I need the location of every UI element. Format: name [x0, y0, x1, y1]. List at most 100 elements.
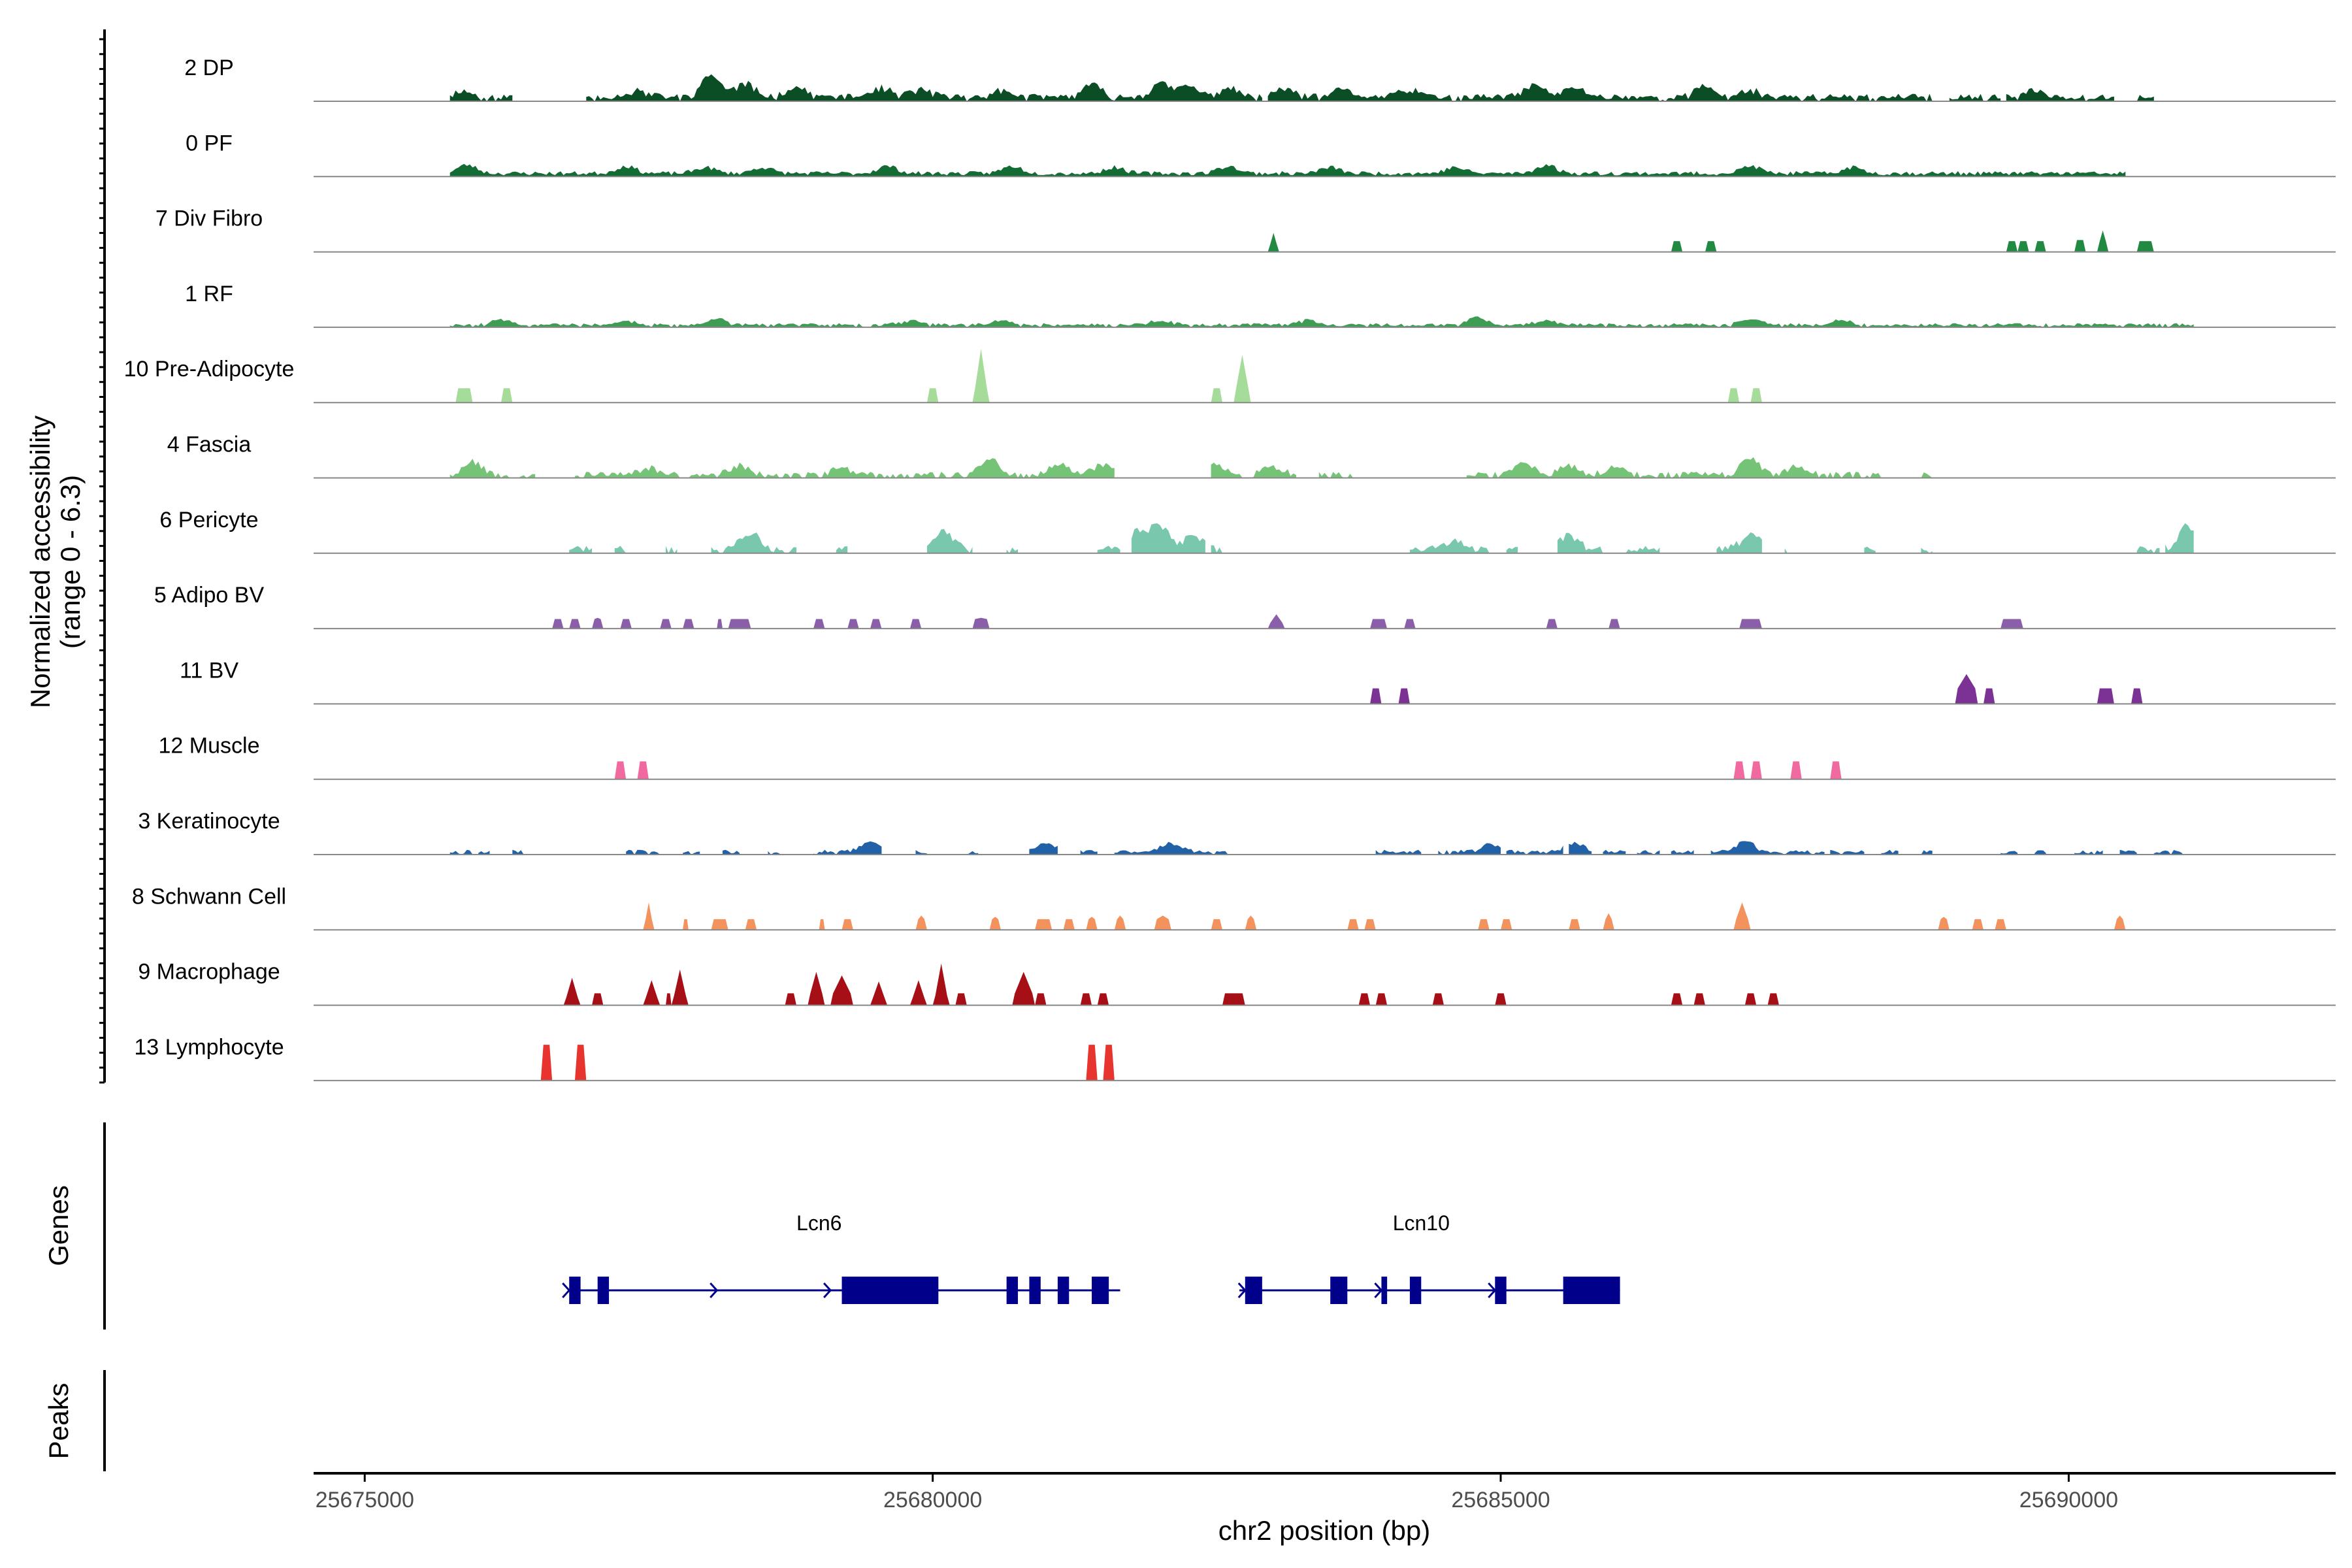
- coverage-area: [449, 316, 2194, 327]
- coverage-area: [449, 163, 2126, 177]
- y-axis-label-line2: (range 0 - 6.3): [55, 475, 86, 649]
- coverage-area: [449, 459, 536, 478]
- track-label-9-macrophage: 9 Macrophage: [138, 960, 280, 985]
- coverage-area: [1267, 83, 1933, 101]
- coverage-peak: [683, 919, 689, 930]
- coverage-peak: [1603, 913, 1614, 930]
- track-label-3-keratinocyte: 3 Keratinocyte: [138, 809, 280, 834]
- coverage-peak: [909, 980, 927, 1005]
- coverage-peak: [1750, 388, 1762, 403]
- coverage-peak: [1035, 919, 1053, 930]
- coverage-peak: [870, 619, 882, 629]
- coverage-peak: [1750, 761, 1762, 779]
- coverage-area: [1784, 548, 1791, 553]
- coverage-peak: [813, 619, 825, 629]
- coverage-peak: [1035, 993, 1047, 1005]
- coverage-peak: [1995, 919, 2006, 930]
- coverage-area: [478, 851, 490, 855]
- coverage-peak: [1569, 919, 1580, 930]
- coverage-peak: [2114, 915, 2126, 930]
- strand-arrow: [562, 1282, 571, 1299]
- coverage-area: [512, 849, 524, 855]
- coverage-area: [569, 546, 592, 553]
- coverage-peak: [500, 388, 513, 403]
- x-tick-label: 25690000: [2019, 1488, 2118, 1512]
- coverage-area: [1716, 532, 1762, 553]
- coverage-area: [683, 851, 700, 855]
- coverage-area: [449, 89, 513, 101]
- coverage-area: [1006, 547, 1018, 553]
- strand-arrow: [1488, 1282, 1497, 1299]
- coverage-peak: [574, 1045, 587, 1081]
- coverage-area: [666, 546, 678, 553]
- x-axis-ticks: 25675000 25680000 25685000 25690000: [316, 1473, 2118, 1512]
- coverage-peak: [2074, 240, 2086, 252]
- coverage-peak: [1609, 619, 1620, 629]
- coverage-area: [1569, 841, 1592, 855]
- coverage-tracks: 2 DP 0 PF 7 Div Fibro 1 RF 10 Pre-Adipocyte 4…: [124, 56, 2336, 1081]
- gene-exon: [1006, 1277, 1019, 1304]
- coverage-peak: [926, 388, 939, 403]
- coverage-area: [449, 849, 473, 855]
- coverage-area: [1375, 849, 1422, 855]
- gene-exon: [1381, 1277, 1388, 1304]
- track-7-div-fibro: 7 Div Fibro: [155, 206, 2336, 253]
- coverage-area: [1097, 546, 1120, 553]
- x-tick-label: 25685000: [1451, 1488, 1550, 1512]
- coverage-area: [2136, 546, 2160, 553]
- gene-exon: [569, 1277, 581, 1304]
- coverage-area: [586, 74, 1262, 101]
- coverage-peak: [1080, 993, 1092, 1005]
- track-0-pf: 0 PF: [186, 131, 2336, 178]
- coverage-peak: [1012, 972, 1036, 1005]
- coverage-peak: [1938, 917, 1950, 930]
- coverage-peak: [1358, 993, 1371, 1005]
- coverage-area: [2136, 95, 2154, 101]
- track-4-fascia: 4 Fascia: [167, 433, 2336, 479]
- coverage-peak: [1733, 902, 1751, 930]
- coverage-peak: [1478, 919, 1490, 930]
- coverage-area: [1211, 463, 1296, 478]
- coverage-peak: [660, 619, 672, 629]
- coverage-peak: [1972, 919, 1984, 930]
- coverage-peak: [2001, 619, 2023, 629]
- track-label-12-muscle: 12 Muscle: [159, 734, 260, 759]
- coverage-peak: [1233, 355, 1251, 403]
- track-label-1-rf: 1 RF: [185, 282, 233, 306]
- gene-exon: [597, 1277, 610, 1304]
- coverage-area: [614, 546, 627, 553]
- coverage-peak: [2131, 688, 2143, 704]
- coverage-peak: [2034, 241, 2046, 252]
- coverage-peak: [1370, 619, 1388, 629]
- coverage-peak: [1211, 919, 1223, 930]
- coverage-peak: [711, 919, 728, 930]
- coverage-area: [1603, 849, 1626, 855]
- coverage-area: [2074, 850, 2103, 855]
- coverage-peak: [909, 619, 922, 629]
- gene-exon: [1245, 1277, 1262, 1304]
- coverage-area: [1557, 532, 1603, 553]
- gene-exon: [1092, 1277, 1109, 1304]
- coverage-peak: [972, 349, 990, 403]
- coverage-area: [2153, 850, 2183, 855]
- coverage-area: [1949, 93, 2001, 101]
- coverage-area: [1438, 843, 1501, 855]
- track-13-lymphocyte: 13 Lymphocyte: [134, 1035, 2336, 1081]
- coverage-area: [1114, 841, 1228, 855]
- coverage-peak: [1733, 761, 1745, 779]
- coverage-area: [2006, 88, 2114, 101]
- track-label-7-div-fibro: 7 Div Fibro: [155, 206, 263, 231]
- coverage-peak: [671, 969, 689, 1005]
- strand-arrow: [823, 1282, 832, 1299]
- coverage-peak: [870, 981, 888, 1005]
- coverage-area: [768, 851, 779, 855]
- coverage-area: [1506, 547, 1518, 553]
- track-label-8-schwann-cell: 8 Schwann Cell: [132, 884, 286, 909]
- coverage-area: [1830, 849, 1865, 855]
- coverage-peak: [666, 993, 672, 1005]
- coverage-peak: [1364, 919, 1376, 930]
- strand-arrow: [710, 1282, 719, 1299]
- gene-label: Lcn10: [1393, 1211, 1450, 1235]
- track-1-rf: 1 RF: [185, 282, 2336, 328]
- coverage-peak: [1830, 761, 1842, 779]
